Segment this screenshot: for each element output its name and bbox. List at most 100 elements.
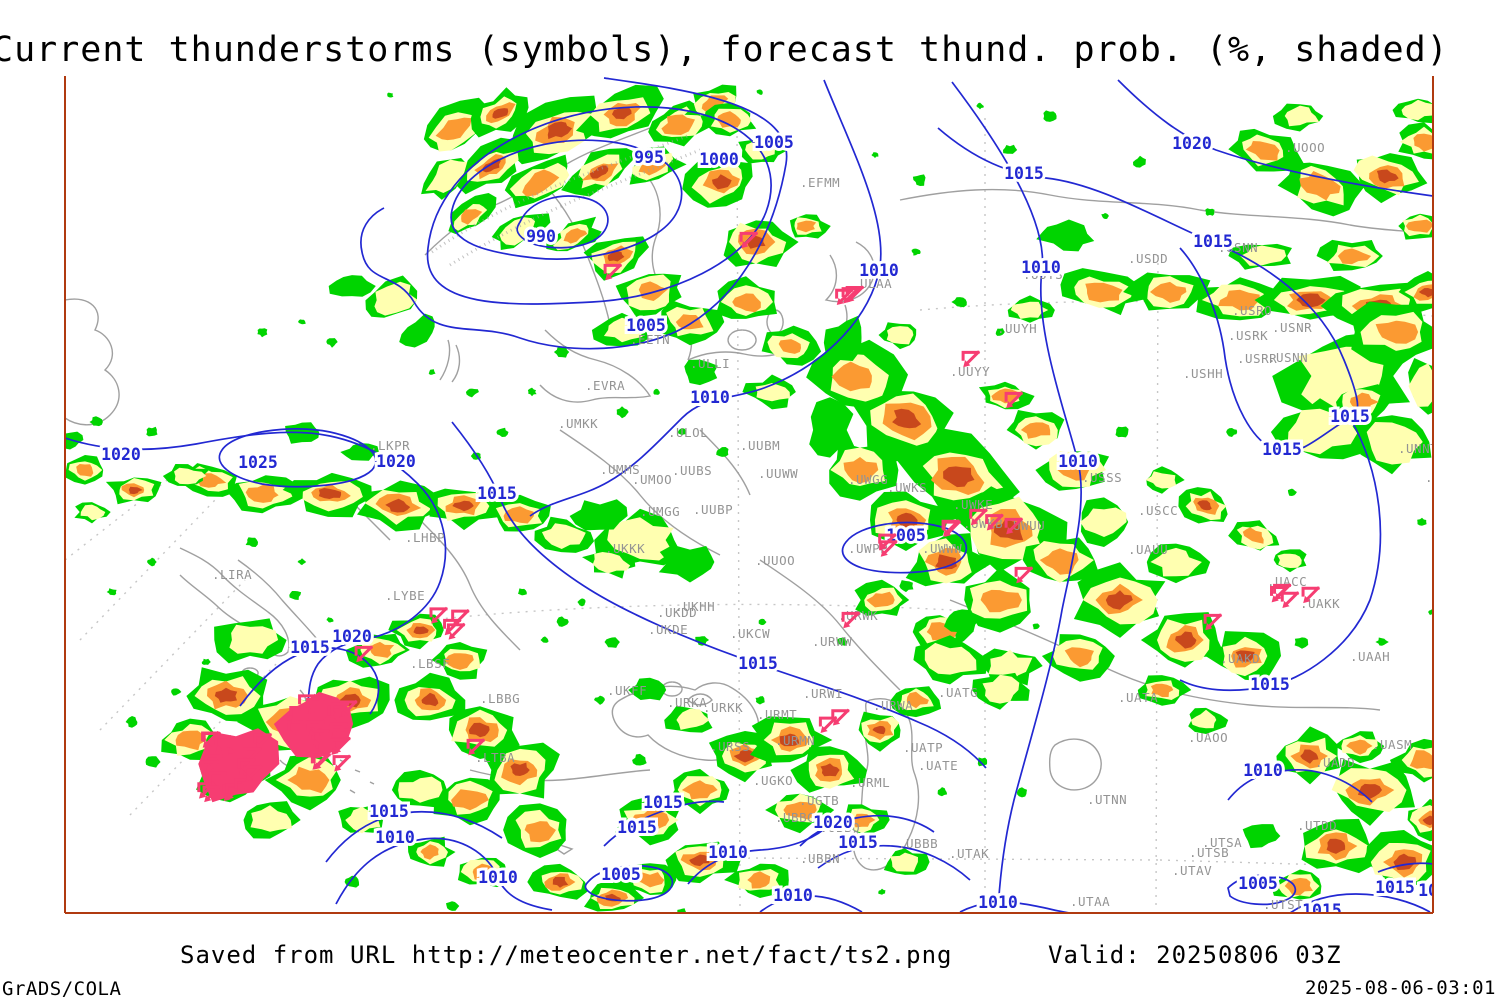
svg-text:.UKDE: .UKDE xyxy=(648,622,688,637)
svg-text:.USRO: .USRO xyxy=(1232,303,1272,318)
svg-text:.UUBM: .UUBM xyxy=(740,438,780,453)
svg-text:.UTSB: .UTSB xyxy=(1189,845,1229,860)
svg-text:.UAOO: .UAOO xyxy=(1188,730,1228,745)
svg-text:1010: 1010 xyxy=(773,886,813,905)
svg-text:.USNR: .USNR xyxy=(1272,320,1312,335)
isobar-layer xyxy=(65,77,1433,913)
svg-text:.UUOO: .UUOO xyxy=(755,553,795,568)
svg-text:.LHBP: .LHBP xyxy=(405,530,445,545)
svg-text:1015: 1015 xyxy=(1193,232,1233,251)
svg-text:1010: 1010 xyxy=(978,893,1018,912)
svg-text:.USSS: .USSS xyxy=(1082,470,1122,485)
svg-text:.UTAK: .UTAK xyxy=(949,846,989,861)
svg-text:990: 990 xyxy=(526,227,556,246)
svg-text:.URKA: .URKA xyxy=(667,695,707,710)
svg-text:.UMOO: .UMOO xyxy=(632,472,672,487)
svg-text:1015: 1015 xyxy=(369,802,409,821)
pressure-label-layer: 995 1000100599010051010101510101020101510… xyxy=(98,130,1438,920)
svg-text:.UGKO: .UGKO xyxy=(753,773,793,788)
svg-text:.UOOO: .UOOO xyxy=(1285,140,1325,155)
svg-text:.EFMM: .EFMM xyxy=(800,175,840,190)
svg-text:.UKFF: .UKFF xyxy=(607,683,647,698)
svg-text:.UBBG: .UBBG xyxy=(775,810,815,825)
svg-text:1015: 1015 xyxy=(1262,440,1302,459)
svg-text:995: 995 xyxy=(634,148,664,167)
svg-text:.UWKS: .UWKS xyxy=(887,480,927,495)
svg-text:.UBBN: .UBBN xyxy=(800,851,840,866)
svg-text:.UGTB: .UGTB xyxy=(799,793,839,808)
svg-text:10: 10 xyxy=(1418,881,1438,900)
svg-text:.LBSF: .LBSF xyxy=(410,656,450,671)
svg-text:.UUWW: .UUWW xyxy=(758,466,798,481)
svg-text:1015: 1015 xyxy=(1330,407,1370,426)
svg-text:1015: 1015 xyxy=(477,484,517,503)
svg-text:1010: 1010 xyxy=(1243,761,1283,780)
svg-text:1005: 1005 xyxy=(626,316,666,335)
svg-text:1010: 1010 xyxy=(1021,258,1061,277)
svg-text:1010: 1010 xyxy=(690,388,730,407)
svg-text:1005: 1005 xyxy=(754,133,794,152)
svg-text:.UKHH: .UKHH xyxy=(675,599,715,614)
svg-text:.UAUU: .UAUU xyxy=(1128,542,1168,557)
svg-text:.UATP: .UATP xyxy=(903,740,943,755)
svg-text:.UASM: .UASM xyxy=(1372,737,1412,752)
svg-text:.LBBG: .LBBG xyxy=(480,691,520,706)
svg-text:.UUBS: .UUBS xyxy=(672,463,712,478)
svg-text:1025: 1025 xyxy=(238,453,278,472)
svg-text:.UWPP: .UWPP xyxy=(848,541,888,556)
svg-text:.UKDD: .UKDD xyxy=(657,605,697,620)
svg-text:.UUYS: .UUYS xyxy=(1023,267,1063,282)
svg-text:1005: 1005 xyxy=(1238,874,1278,893)
svg-text:1010: 1010 xyxy=(859,261,899,280)
svg-text:.USNN: .USNN xyxy=(1218,240,1258,255)
svg-text:.UTDD: .UTDD xyxy=(1297,818,1337,833)
svg-text:.USDD: .USDD xyxy=(1128,251,1168,266)
saved-from-url-text: Saved from URL http://meteocenter.net/fa… xyxy=(180,941,953,969)
svg-text:.UUYH: .UUYH xyxy=(997,321,1037,336)
svg-text:.UTST: .UTST xyxy=(1263,897,1303,912)
svg-text:.UTSA: .UTSA xyxy=(1202,835,1242,850)
svg-text:.URMT: .URMT xyxy=(757,707,797,722)
svg-text:1010: 1010 xyxy=(708,843,748,862)
svg-text:1020: 1020 xyxy=(101,445,141,464)
page-title: Current thunderstorms (symbols), forecas… xyxy=(0,30,1449,70)
svg-text:.UKCW: .UKCW xyxy=(730,626,770,641)
svg-text:.URSS: .URSS xyxy=(710,739,750,754)
svg-text:.USRK: .USRK xyxy=(1228,328,1268,343)
svg-text:.USCC: .USCC xyxy=(1138,503,1178,518)
svg-text:.UWGG: .UWGG xyxy=(848,472,888,487)
svg-text:1010: 1010 xyxy=(478,868,518,887)
svg-text:1015: 1015 xyxy=(643,793,683,812)
svg-text:.UWUU: .UWUU xyxy=(1005,518,1045,533)
generation-timestamp: 2025-08-06-03:01 xyxy=(1304,977,1496,999)
svg-text:.UWWW: .UWWW xyxy=(922,541,962,556)
valid-time-text: Valid: 20250806 03Z xyxy=(1048,941,1342,969)
svg-text:.UTNN: .UTNN xyxy=(1087,792,1127,807)
svg-text:.URMN: .URMN xyxy=(775,733,815,748)
svg-text:.URWI: .URWI xyxy=(803,686,843,701)
svg-text:.UAAH: .UAAH xyxy=(1350,649,1390,664)
svg-text:.UUBP: .UUBP xyxy=(693,502,733,517)
svg-text:.UBBB: .UBBB xyxy=(898,836,938,851)
svg-text:1015: 1015 xyxy=(838,833,878,852)
svg-text:1015: 1015 xyxy=(617,818,657,837)
thunder-probability-shading-layer xyxy=(65,84,1433,913)
svg-text:.LIRA: .LIRA xyxy=(212,567,252,582)
svg-text:.UBBQ: .UBBQ xyxy=(820,820,860,835)
svg-text:.UMGG: .UMGG xyxy=(640,504,680,519)
svg-text:.URML: .URML xyxy=(850,775,890,790)
svg-text:.URWA: .URWA xyxy=(873,698,913,713)
svg-text:.UNNT: .UNNT xyxy=(1398,441,1438,456)
svg-text:1005: 1005 xyxy=(601,865,641,884)
grads-cola-credit: GrADS/COLA xyxy=(2,978,122,1000)
svg-text:.UKKK: .UKKK xyxy=(605,541,645,556)
thunderstorm-symbol-layer xyxy=(197,231,1321,803)
svg-text:1020: 1020 xyxy=(1172,134,1212,153)
svg-text:.ULLI: .ULLI xyxy=(690,356,730,371)
svg-text:1010: 1010 xyxy=(375,828,415,847)
svg-text:1015: 1015 xyxy=(1302,901,1342,920)
svg-text:1015: 1015 xyxy=(290,638,330,657)
svg-text:.UATG: .UATG xyxy=(938,685,978,700)
svg-text:.EETN: .EETN xyxy=(630,332,670,347)
